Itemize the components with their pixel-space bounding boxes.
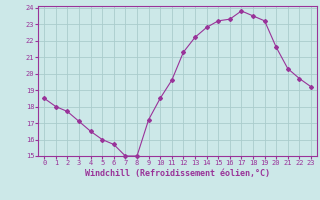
X-axis label: Windchill (Refroidissement éolien,°C): Windchill (Refroidissement éolien,°C)	[85, 169, 270, 178]
